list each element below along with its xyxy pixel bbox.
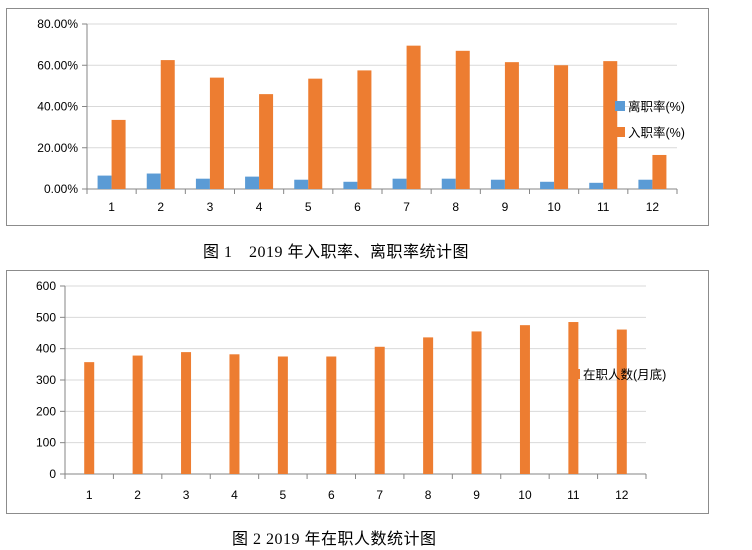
y-tick-label: 60.00% [37, 58, 78, 72]
x-tick-label: 5 [280, 488, 287, 502]
y-tick-label: 40.00% [37, 100, 78, 114]
y-tick-label: 100 [36, 436, 56, 450]
legend-swatch [615, 127, 625, 137]
legend-label: 离职率(%) [628, 99, 685, 114]
bar-hire-rate [554, 65, 569, 189]
x-tick-label: 11 [597, 200, 610, 214]
legend-swatch [570, 369, 580, 379]
x-tick-label: 1 [86, 488, 93, 502]
bar-leave-rate [294, 179, 309, 189]
bar-leave-rate [589, 182, 604, 189]
bar-hire-rate [603, 61, 618, 189]
bar-leave-rate [245, 176, 260, 189]
y-tick-label: 300 [36, 373, 56, 387]
x-tick-label: 6 [328, 488, 335, 502]
bar-hire-rate [455, 50, 470, 189]
x-tick-label: 5 [305, 200, 312, 214]
x-tick-label: 12 [646, 200, 660, 214]
y-tick-label: 200 [36, 404, 56, 418]
bar-leave-rate [638, 179, 653, 189]
bar-hire-rate [259, 94, 274, 189]
bar-leave-rate [195, 178, 210, 189]
x-tick-label: 7 [376, 488, 383, 502]
x-tick-label: 7 [403, 200, 410, 214]
bar-headcount [84, 362, 95, 474]
bar-headcount [132, 355, 143, 474]
x-tick-label: 2 [134, 488, 141, 502]
bar-leave-rate [146, 173, 161, 189]
y-tick-label: 80.00% [37, 17, 78, 31]
bar-leave-rate [540, 181, 555, 189]
bar-leave-rate [97, 175, 112, 189]
bar-hire-rate [111, 119, 126, 189]
x-tick-label: 4 [231, 488, 238, 502]
x-tick-label: 9 [502, 200, 509, 214]
x-tick-label: 8 [425, 488, 432, 502]
x-tick-label: 12 [615, 488, 629, 502]
x-tick-label: 10 [547, 200, 561, 214]
bar-leave-rate [490, 179, 505, 189]
y-tick-label: 600 [36, 279, 56, 293]
y-tick-label: 20.00% [37, 141, 78, 155]
legend-label: 在职人数(月底) [583, 367, 666, 382]
chart-1-frame: 0.00% 20.00% 40.00% 60.00% 80.00% 1 2 3 4 5 6 7 8 9 10… [6, 8, 709, 226]
bar-headcount [568, 322, 579, 474]
y-tick-label: 0 [49, 467, 56, 481]
bar-hire-rate [160, 60, 175, 189]
bar-hire-rate [504, 62, 519, 189]
y-tick-label: 0.00% [44, 182, 78, 196]
bar-leave-rate [343, 181, 358, 189]
x-tick-label: 3 [183, 488, 190, 502]
x-tick-label: 8 [452, 200, 459, 214]
bar-headcount [181, 352, 192, 474]
x-tick-label: 3 [207, 200, 214, 214]
bar-headcount [471, 331, 482, 474]
bar-leave-rate [441, 178, 456, 189]
x-tick-label: 2 [157, 200, 164, 214]
y-tick-label: 400 [36, 342, 56, 356]
x-tick-label: 10 [518, 488, 532, 502]
bar-hire-rate [308, 78, 323, 189]
x-tick-label: 4 [256, 200, 263, 214]
x-tick-label: 11 [567, 488, 580, 502]
bar-hire-rate [406, 45, 421, 189]
legend-label: 入职率(%) [628, 125, 685, 140]
bar-headcount [616, 329, 627, 474]
bar-headcount [277, 356, 288, 474]
x-tick-label: 6 [354, 200, 361, 214]
bar-headcount [326, 356, 337, 474]
chart-2-frame: 0 100 200 300 400 500 600 1 2 3 4 5 6 7 8 9 10 11 12 在职人数(月… [6, 270, 709, 514]
bar-headcount [229, 354, 240, 474]
legend-swatch [615, 101, 625, 111]
bar-hire-rate [357, 70, 372, 189]
bar-headcount [519, 325, 530, 474]
bar-hire-rate [209, 77, 224, 189]
bar-leave-rate [392, 178, 407, 189]
bar-headcount [423, 337, 434, 474]
x-tick-label: 9 [473, 488, 480, 502]
bar-hire-rate [652, 154, 667, 189]
chart-1-svg: 0.00%20.00%40.00%60.00%80.00%1 2 3 4 5 6 7 8 9 10… [37, 17, 685, 214]
chart-2-caption: 图 2 2019 年在职人数统计图 [232, 531, 437, 548]
bar-headcount [374, 346, 385, 474]
x-tick-label: 1 [108, 200, 115, 214]
y-tick-label: 500 [36, 310, 56, 324]
chart-1-caption: 图 1 2019 年入职率、离职率统计图 [203, 244, 470, 261]
